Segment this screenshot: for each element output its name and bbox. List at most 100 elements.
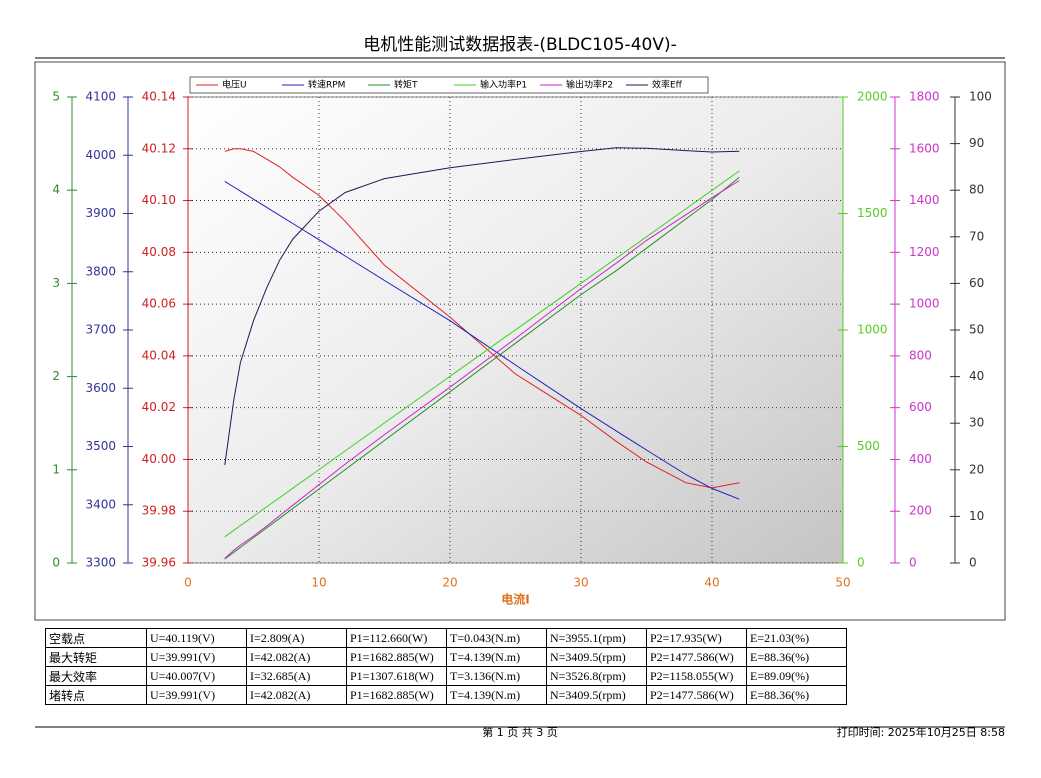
y-tick-label: 3 <box>52 276 60 290</box>
page-number: 第 1 页 共 3 页 <box>482 725 557 739</box>
legend-label: 输入功率P1 <box>480 79 527 91</box>
y-tick-label: 40 <box>969 369 984 383</box>
y-tick-label: 60 <box>969 276 984 290</box>
legend-box <box>189 76 709 94</box>
table-cell: N=3409.5(rpm) <box>546 647 647 667</box>
y-tick-label: 3700 <box>85 323 116 337</box>
y-tick-label: 3300 <box>85 556 116 570</box>
y-tick-label: 40.02 <box>142 400 176 414</box>
y-tick-label: 90 <box>969 136 984 150</box>
y-tick-label: 3600 <box>85 381 116 395</box>
y-tick-label: 30 <box>969 416 984 430</box>
y-tick-label: 40.14 <box>142 90 176 104</box>
y-tick-label: 1200 <box>909 245 940 259</box>
table-cell: T=4.139(N.m) <box>446 685 547 705</box>
series-line <box>224 170 740 538</box>
y-tick-label: 4000 <box>85 148 116 162</box>
y-tick-label: 2000 <box>857 90 888 104</box>
table-cell: E=21.03(%) <box>746 628 847 648</box>
x-tick-label: 40 <box>704 576 719 590</box>
y-tick-label: 40.12 <box>142 141 176 155</box>
y-tick-label: 0 <box>857 556 865 570</box>
series-line <box>224 147 740 466</box>
series-line <box>224 148 740 489</box>
x-tick-label: 10 <box>311 576 326 590</box>
y-tick-label: 500 <box>857 439 880 453</box>
table-cell: 最大效率 <box>45 666 147 686</box>
x-tick-label: 20 <box>442 576 457 590</box>
table-cell: I=2.809(A) <box>246 628 347 648</box>
y-tick-label: 1000 <box>909 297 940 311</box>
y-tick-label: 600 <box>909 400 932 414</box>
x-tick-label: 30 <box>573 576 588 590</box>
table-cell: U=39.991(V) <box>146 685 247 705</box>
table-cell: P1=1307.618(W) <box>346 666 447 686</box>
summary-table: 空载点 U=40.119(V) I=2.809(A) P1=112.660(W) T=0… <box>45 628 847 705</box>
y-tick-label: 0 <box>52 556 60 570</box>
y-tick-label: 40.08 <box>142 245 176 259</box>
y-tick-label: 1000 <box>857 323 888 337</box>
x-tick-label: 0 <box>184 576 192 590</box>
x-axis-label: 电流I <box>501 592 529 607</box>
table-cell: P2=1477.586(W) <box>646 647 747 667</box>
y-tick-label: 400 <box>909 452 932 466</box>
y-tick-label: 40.00 <box>142 452 176 466</box>
table-cell: 最大转矩 <box>45 647 147 667</box>
y-tick-label: 200 <box>909 504 932 518</box>
y-tick-label: 1500 <box>857 206 888 220</box>
y-tick-label: 4 <box>52 183 60 197</box>
table-cell: E=88.36(%) <box>746 685 847 705</box>
y-tick-label: 20 <box>969 462 984 476</box>
y-tick-label: 0 <box>909 556 917 570</box>
table-row: 堵转点 U=39.991(V) I=42.082(A) P1=1682.885(W) T… <box>45 685 847 705</box>
y-tick-label: 1400 <box>909 193 940 207</box>
table-cell: P1=1682.885(W) <box>346 685 447 705</box>
table-cell: U=39.991(V) <box>146 647 247 667</box>
table-cell: P1=1682.885(W) <box>346 647 447 667</box>
table-cell: E=89.09(%) <box>746 666 847 686</box>
y-tick-label: 80 <box>969 183 984 197</box>
y-tick-label: 3800 <box>85 264 116 278</box>
table-cell: P1=112.660(W) <box>346 628 447 648</box>
series-line <box>224 180 740 500</box>
table-cell: I=32.685(A) <box>246 666 347 686</box>
table-row: 最大效率 U=40.007(V) I=32.685(A) P1=1307.618(W)… <box>45 666 847 686</box>
table-row: 空载点 U=40.119(V) I=2.809(A) P1=112.660(W) T=0… <box>45 628 847 648</box>
table-cell: T=3.136(N.m) <box>446 666 547 686</box>
y-tick-label: 70 <box>969 229 984 243</box>
table-row: 最大转矩 U=39.991(V) I=42.082(A) P1=1682.885(W)… <box>45 647 847 667</box>
y-tick-label: 4100 <box>85 90 116 104</box>
y-tick-label: 40.06 <box>142 297 176 311</box>
table-cell: P2=17.935(W) <box>646 628 747 648</box>
y-tick-label: 0 <box>969 556 977 570</box>
y-tick-label: 40.04 <box>142 348 176 362</box>
table-cell: N=3409.5(rpm) <box>546 685 647 705</box>
y-tick-label: 10 <box>969 509 984 523</box>
legend-label: 转矩T <box>394 79 418 91</box>
page-title: 电机性能测试数据报表-(BLDC105-40V)- <box>363 35 676 55</box>
y-tick-label: 3500 <box>85 439 116 453</box>
y-tick-label: 1800 <box>909 90 940 104</box>
legend-label: 效率Eff <box>652 79 683 91</box>
legend-label: 输出功率P2 <box>566 79 613 91</box>
table-cell: 空载点 <box>45 628 147 648</box>
y-tick-label: 50 <box>969 323 984 337</box>
y-tick-label: 800 <box>909 348 932 362</box>
table-cell: P2=1477.586(W) <box>646 685 747 705</box>
print-time: 打印时间: 2025年10月25日 8:58 <box>837 725 1005 739</box>
table-cell: I=42.082(A) <box>246 685 347 705</box>
y-tick-label: 39.98 <box>142 504 176 518</box>
x-tick-label: 50 <box>835 576 850 590</box>
table-cell: U=40.007(V) <box>146 666 247 686</box>
table-cell: P2=1158.055(W) <box>646 666 747 686</box>
y-tick-label: 40.10 <box>142 193 176 207</box>
table-cell: I=42.082(A) <box>246 647 347 667</box>
y-tick-label: 3400 <box>85 497 116 511</box>
legend-label: 转速RPM <box>308 79 345 91</box>
legend-label: 电压U <box>222 79 247 91</box>
y-tick-label: 39.96 <box>142 556 176 570</box>
y-tick-label: 1 <box>52 462 60 476</box>
series-line <box>224 180 740 559</box>
